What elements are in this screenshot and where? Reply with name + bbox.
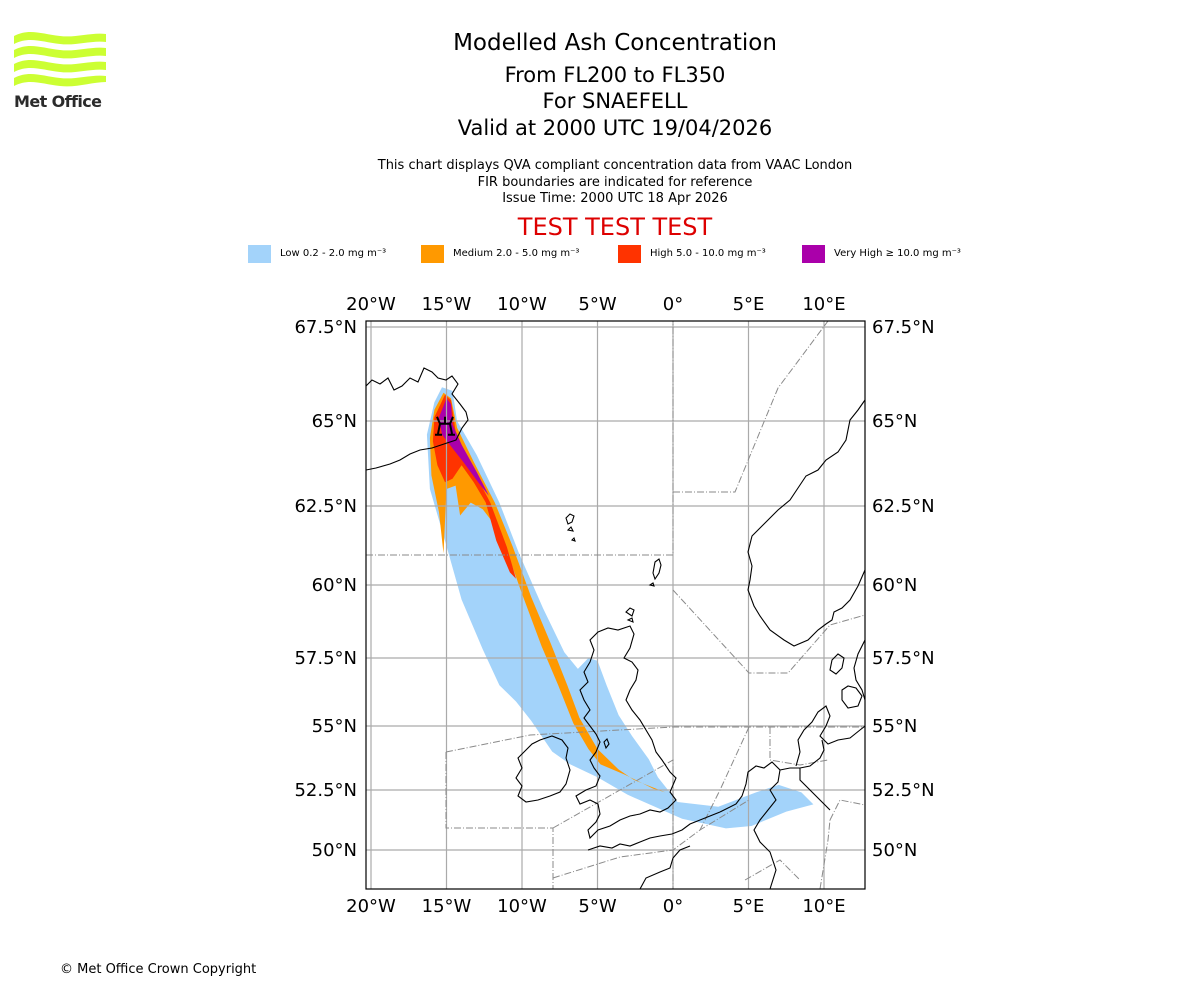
- copyright: © Met Office Crown Copyright: [60, 962, 257, 977]
- top-lon-label: 0°: [663, 294, 683, 315]
- fir-boundary: [552, 759, 674, 889]
- fir-boundary: [445, 752, 554, 889]
- right-lat-label: 62.5°N: [872, 496, 935, 517]
- volcano-marker: [434, 416, 455, 436]
- bottom-lon-label: 5°E: [733, 896, 765, 917]
- right-lat-label: 67.5°N: [872, 317, 935, 338]
- axis-ticks: 20°W 20°W 15°W 15°W 10°W 10°W 5°W 5°W 0° 0° 5°E 5°E…: [294, 294, 934, 917]
- left-lat-label: 52.5°N: [294, 780, 357, 801]
- right-lat-label: 50°N: [872, 840, 917, 861]
- left-lat-label: 50°N: [312, 840, 357, 861]
- legend-swatch-medium: [421, 244, 444, 263]
- qva-note: This chart displays QVA compliant concen…: [377, 158, 853, 173]
- chart-title: Modelled Ash Concentration: [453, 30, 777, 56]
- issue-time: Issue Time: 2000 UTC 18 Apr 2026: [502, 191, 728, 206]
- top-lon-label: 20°W: [346, 294, 396, 315]
- legend-item-very-high: Very High ≥ 10.0 mg m⁻³: [802, 244, 961, 263]
- left-lat-label: 60°N: [312, 575, 357, 596]
- fir-boundary: [744, 859, 801, 881]
- met-office-logo: [14, 31, 106, 87]
- fir-boundary: [673, 321, 829, 493]
- legend-item-high: High 5.0 - 10.0 mg m⁻³: [618, 244, 766, 263]
- volcano-icon: [434, 416, 455, 436]
- fir-boundary: [699, 726, 750, 831]
- coastline-iceland: [366, 367, 469, 471]
- right-lat-label: 60°N: [872, 575, 917, 596]
- fir-boundary: [819, 819, 831, 889]
- bottom-lon-label: 20°W: [346, 896, 396, 917]
- coastline-great-britain: [575, 625, 677, 840]
- right-lat-label: 52.5°N: [872, 780, 935, 801]
- right-lat-label: 65°N: [872, 411, 917, 432]
- coastline-norway: [747, 399, 865, 647]
- met-office-logo-text: Met Office: [14, 92, 102, 111]
- legend-label-high: High 5.0 - 10.0 mg m⁻³: [650, 248, 766, 259]
- legend-swatch-low: [248, 244, 271, 263]
- coastline-orkney: [625, 607, 635, 623]
- bottom-lon-label: 10°E: [802, 896, 845, 917]
- top-lon-label: 10°W: [497, 294, 547, 315]
- legend-label-low: Low 0.2 - 2.0 mg m⁻³: [280, 248, 387, 259]
- coastline-germany: [779, 739, 831, 811]
- legend-swatch-very-high: [802, 244, 825, 263]
- test-banner: TEST TEST TEST: [517, 213, 713, 241]
- coastline-france: [587, 811, 721, 889]
- right-lat-label: 55°N: [872, 716, 917, 737]
- volcano-name: For SNAEFELL: [542, 89, 688, 113]
- map-frame: [365, 320, 866, 890]
- coastline-faroe: [565, 513, 576, 542]
- met-office-waves-icon: [14, 31, 106, 87]
- coastline-low-countries: [719, 761, 781, 889]
- left-lat-label: 67.5°N: [294, 317, 357, 338]
- left-lat-label: 57.5°N: [294, 648, 357, 669]
- bottom-lon-label: 15°W: [422, 896, 472, 917]
- top-lon-label: 5°W: [578, 294, 616, 315]
- fir-note: FIR boundaries are indicated for referen…: [477, 175, 753, 190]
- ash-area-low: [426, 387, 814, 829]
- coastline-sweden: [853, 639, 865, 701]
- legend-swatch-high: [618, 244, 641, 263]
- flight-levels: From FL200 to FL350: [504, 63, 726, 87]
- legend-label-very-high: Very High ≥ 10.0 mg m⁻³: [834, 248, 961, 259]
- fir-boundary: [445, 726, 865, 753]
- top-lon-label: 5°E: [733, 294, 765, 315]
- top-lon-label: 10°E: [802, 294, 845, 315]
- coastline-isle-of-man: [603, 738, 610, 750]
- fir-boundary: [829, 799, 865, 821]
- bottom-lon-label: 0°: [663, 896, 683, 917]
- legend-item-low: Low 0.2 - 2.0 mg m⁻³: [248, 244, 386, 263]
- fir-boundary: [552, 799, 750, 879]
- valid-time: Valid at 2000 UTC 19/04/2026: [457, 116, 773, 140]
- coastline-denmark: [795, 653, 865, 767]
- legend-label-medium: Medium 2.0 - 5.0 mg m⁻³: [453, 248, 580, 259]
- left-lat-label: 55°N: [312, 716, 357, 737]
- bottom-lon-label: 10°W: [497, 896, 547, 917]
- right-lat-label: 57.5°N: [872, 648, 935, 669]
- legend-item-medium: Medium 2.0 - 5.0 mg m⁻³: [421, 244, 579, 263]
- fir-boundaries: [366, 321, 865, 889]
- left-lat-label: 65°N: [312, 411, 357, 432]
- coastline-ireland: [515, 735, 571, 803]
- fir-boundary: [672, 589, 865, 674]
- fir-boundary: [366, 321, 674, 556]
- bottom-lon-label: 5°W: [578, 896, 616, 917]
- ash-area-medium: [429, 392, 666, 793]
- left-lat-label: 62.5°N: [294, 496, 357, 517]
- coastline-shetland: [648, 558, 662, 587]
- top-lon-label: 15°W: [422, 294, 472, 315]
- coastlines: [366, 367, 865, 889]
